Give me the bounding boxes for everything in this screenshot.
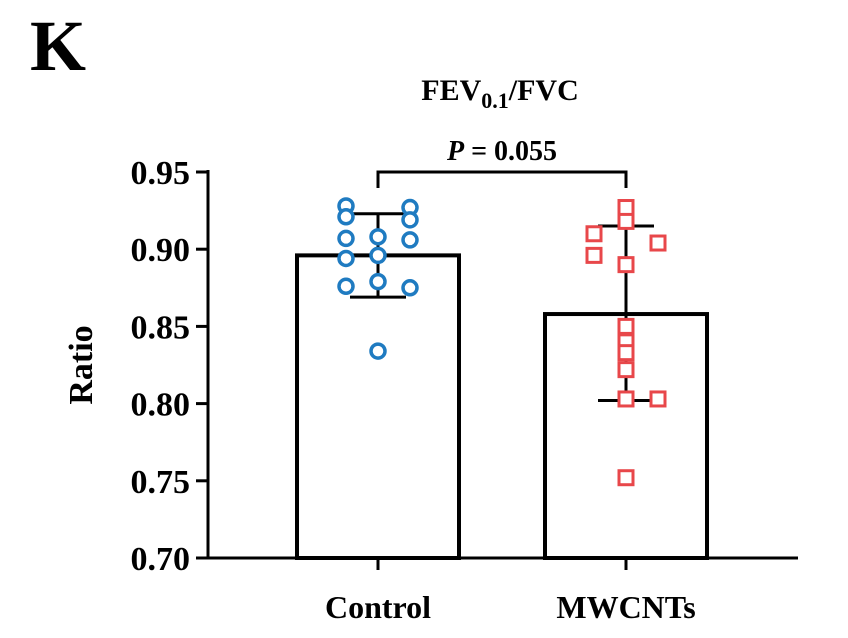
bars — [295, 253, 709, 560]
significance-annotation: P = 0.055 — [376, 136, 628, 188]
data-point — [649, 234, 667, 252]
data-point — [617, 199, 635, 217]
data-point — [337, 208, 355, 226]
panel-letter: K — [30, 6, 86, 86]
data-point — [337, 277, 355, 296]
data-point — [401, 231, 419, 249]
data-point — [617, 361, 635, 379]
x-tick-label: Control — [325, 589, 431, 625]
p-value-label: P = 0.055 — [446, 136, 557, 167]
data-point — [585, 246, 603, 264]
significance-bracket — [376, 170, 628, 188]
data-point — [617, 256, 635, 274]
bar — [295, 253, 461, 560]
data-points — [337, 197, 667, 487]
data-point — [649, 390, 667, 408]
y-axis-label: Ratio — [63, 325, 100, 404]
y-tick-label: 0.85 — [131, 309, 191, 346]
data-point — [337, 249, 355, 268]
data-point — [617, 344, 635, 362]
y-tick-label: 0.75 — [131, 464, 191, 501]
data-point — [617, 469, 635, 487]
data-point — [337, 229, 355, 248]
data-point — [617, 317, 635, 335]
data-point — [369, 272, 387, 291]
data-point — [617, 390, 635, 408]
axes: 0.70 0.75 0.80 0.85 0.90 0.95 Control MWCNTs — [131, 155, 798, 625]
y-tick-label: 0.70 — [131, 541, 191, 578]
y-tick-label: 0.95 — [131, 155, 191, 192]
chart-title: FEV0.1/FVC — [421, 74, 579, 113]
x-tick-label: MWCNTs — [556, 589, 695, 625]
data-point — [369, 342, 387, 360]
y-tick-label: 0.90 — [131, 232, 191, 269]
data-point — [369, 246, 387, 265]
data-point — [585, 225, 603, 243]
y-tick-label: 0.80 — [131, 387, 191, 424]
data-point — [401, 211, 419, 229]
data-point — [401, 279, 419, 297]
data-point — [617, 212, 635, 230]
data-point — [369, 228, 387, 246]
